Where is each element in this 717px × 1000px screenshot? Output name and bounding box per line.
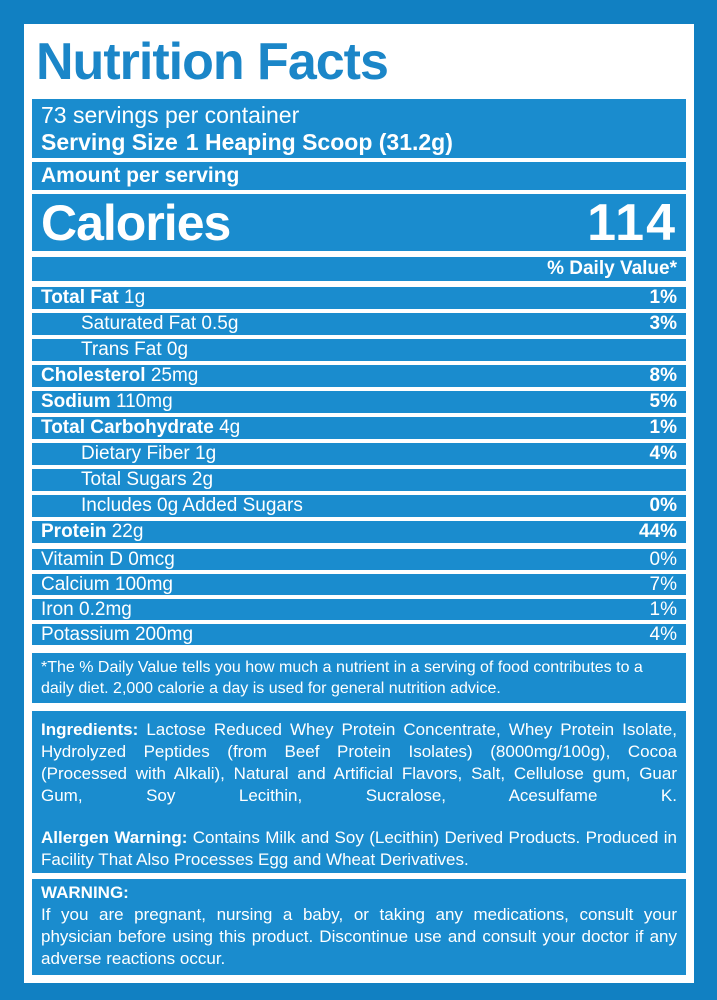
- warning-label: WARNING:: [41, 883, 129, 902]
- warning-text: If you are pregnant, nursing a baby, or …: [41, 905, 677, 968]
- calories-value: 114: [587, 194, 677, 251]
- daily-value-header: % Daily Value*: [32, 257, 686, 281]
- nutrient-name: Trans Fat: [81, 339, 162, 360]
- vitamin-row-calcium: Calcium 100mg 7%: [32, 574, 686, 595]
- nutrient-row-dietary-fiber: Dietary Fiber 1g 4%: [32, 443, 686, 465]
- vitamin-row-potassium: Potassium 200mg 4%: [32, 624, 686, 645]
- nutrient-amount: 0g: [166, 339, 189, 360]
- nutrient-amount: 2g: [191, 469, 214, 490]
- page-title: Nutrition Facts: [36, 32, 389, 91]
- serving-size-line: Serving Size 1 Heaping Scoop (31.2g): [41, 129, 677, 156]
- nutrient-dv: 4%: [649, 443, 677, 464]
- nutrient-amount: 4g: [219, 417, 241, 438]
- nutrient-amount: 110mg: [115, 391, 173, 412]
- amount-per-serving-row: Amount per serving: [32, 162, 686, 190]
- ingredients-label: Ingredients:: [41, 720, 139, 739]
- nutrient-row-trans-fat: Trans Fat 0g: [32, 339, 686, 361]
- nutrient-name: Total Sugars: [81, 469, 187, 490]
- nutrient-amount: 22g: [111, 521, 144, 542]
- nutrient-row-added-sugars: Includes 0g Added Sugars 0%: [32, 495, 686, 517]
- nutrient-dv: 5%: [649, 391, 677, 412]
- nutrient-name: Saturated Fat: [81, 313, 197, 334]
- allergen-label: Allergen Warning:: [41, 828, 188, 847]
- allergen-paragraph: Allergen Warning: Contains Milk and Soy …: [41, 827, 677, 871]
- vitamin-name: Iron: [41, 599, 74, 620]
- nutrition-facts-panel: Nutrition Facts 73 servings per containe…: [24, 24, 694, 983]
- nutrient-name: Total Carbohydrate: [41, 417, 214, 438]
- vitamin-dv: 4%: [649, 624, 677, 645]
- nutrient-amount: 0.5g: [201, 313, 239, 334]
- nutrient-row-total-fat: Total Fat 1g 1%: [32, 287, 686, 309]
- allergen-text: Contains Milk and Soy (Lecithin) Derived…: [41, 828, 677, 869]
- nutrient-name: Total Fat: [41, 287, 119, 308]
- nutrient-row-cholesterol: Cholesterol 25mg 8%: [32, 365, 686, 387]
- nutrient-name: Sodium: [41, 391, 111, 412]
- warning-block: WARNING: If you are pregnant, nursing a …: [32, 879, 686, 975]
- servings-per-container: 73 servings per container: [41, 102, 300, 128]
- nutrient-name: Includes 0g Added Sugars: [81, 495, 303, 516]
- nutrient-row-sodium: Sodium 110mg 5%: [32, 391, 686, 413]
- vitamin-amount: 0mcg: [128, 549, 175, 570]
- title-area: Nutrition Facts: [32, 24, 686, 99]
- nutrient-amount: 1g: [195, 443, 217, 464]
- nutrient-dv: 8%: [649, 365, 677, 386]
- ingredients-block: Ingredients: Lactose Reduced Whey Protei…: [32, 711, 686, 873]
- vitamin-name: Vitamin D: [41, 549, 124, 570]
- vitamin-row-iron: Iron 0.2mg 1%: [32, 599, 686, 620]
- nutrient-row-total-carbohydrate: Total Carbohydrate 4g 1%: [32, 417, 686, 439]
- vitamin-row-vitamin-d: Vitamin D 0mcg 0%: [32, 549, 686, 570]
- daily-value-footnote: *The % Daily Value tells you how much a …: [32, 653, 686, 703]
- vitamin-dv: 1%: [649, 599, 677, 620]
- nutrient-name: Dietary Fiber: [81, 443, 190, 464]
- ingredients-text: Lactose Reduced Whey Protein Concentrate…: [41, 720, 677, 805]
- vitamin-dv: 7%: [649, 574, 677, 595]
- serving-size-value: 1 Heaping Scoop (31.2g): [185, 129, 453, 155]
- calories-row: Calories 114: [32, 194, 686, 251]
- nutrient-dv: 0%: [649, 495, 677, 516]
- nutrient-amount: 1g: [124, 287, 146, 308]
- nutrient-row-protein: Protein 22g 44%: [32, 521, 686, 543]
- nutrient-name: Protein: [41, 521, 107, 542]
- nutrient-name: Cholesterol: [41, 365, 146, 386]
- serving-size-label: Serving Size: [41, 129, 178, 155]
- nutrient-row-saturated-fat: Saturated Fat 0.5g 3%: [32, 313, 686, 335]
- nutrient-row-total-sugars: Total Sugars 2g: [32, 469, 686, 491]
- vitamin-name: Potassium: [41, 624, 130, 645]
- nutrient-dv: 1%: [649, 287, 677, 308]
- vitamin-amount: 0.2mg: [79, 599, 132, 620]
- ingredients-paragraph: Ingredients: Lactose Reduced Whey Protei…: [41, 719, 677, 807]
- nutrient-dv: 44%: [638, 521, 677, 542]
- vitamin-name: Calcium: [41, 574, 110, 595]
- servings-row: 73 servings per container Serving Size 1 …: [32, 99, 686, 158]
- vitamin-dv: 0%: [649, 549, 677, 570]
- vitamin-amount: 200mg: [134, 624, 194, 645]
- nutrient-dv: 3%: [649, 313, 677, 334]
- calories-label: Calories: [41, 194, 231, 251]
- nutrient-amount: 25mg: [150, 365, 199, 386]
- vitamin-amount: 100mg: [114, 574, 174, 595]
- nutrient-dv: 1%: [649, 417, 677, 438]
